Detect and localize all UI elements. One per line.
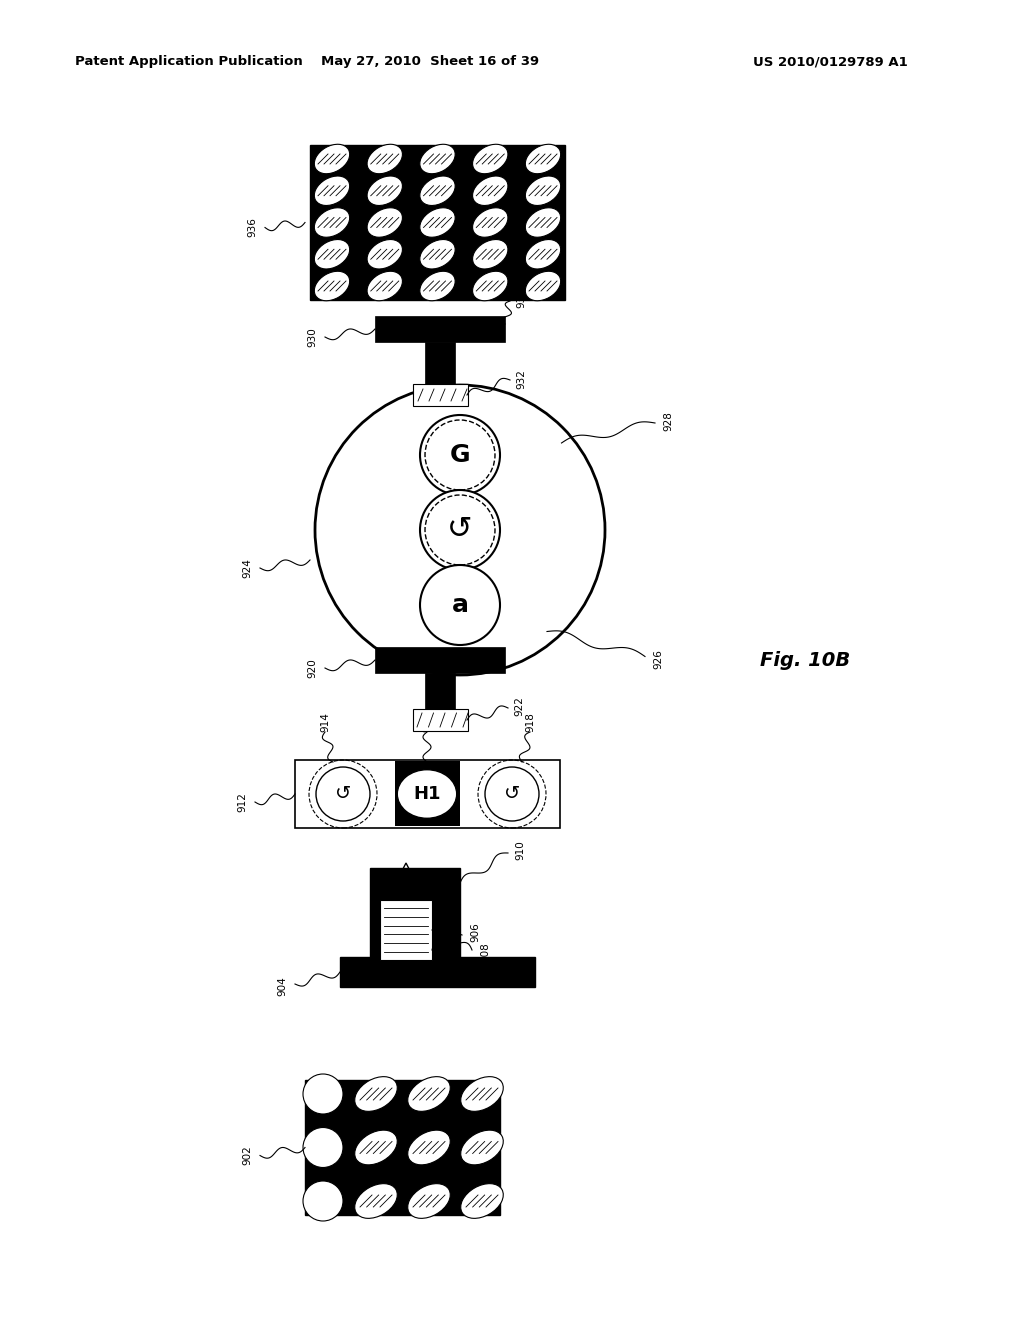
Text: 902: 902: [242, 1146, 252, 1166]
Ellipse shape: [314, 176, 349, 206]
Text: May 27, 2010  Sheet 16 of 39: May 27, 2010 Sheet 16 of 39: [321, 55, 539, 69]
Bar: [295, 760, 560, 828]
Ellipse shape: [525, 144, 561, 174]
Circle shape: [420, 414, 500, 495]
Bar: [413, 709, 468, 731]
Ellipse shape: [354, 1184, 397, 1218]
Text: 910: 910: [515, 840, 525, 859]
Ellipse shape: [314, 207, 349, 238]
Ellipse shape: [314, 239, 349, 269]
Bar: [375, 647, 505, 673]
Text: 934: 934: [516, 288, 526, 308]
Text: 932: 932: [516, 370, 526, 389]
Text: ↺: ↺: [335, 784, 351, 804]
Circle shape: [315, 385, 605, 675]
Text: a: a: [452, 593, 469, 616]
Text: 924: 924: [242, 558, 252, 578]
Circle shape: [303, 1181, 343, 1221]
Text: 930: 930: [307, 327, 317, 347]
Circle shape: [420, 490, 500, 570]
Circle shape: [420, 565, 500, 645]
Text: 912: 912: [237, 792, 247, 812]
Text: 916: 916: [422, 711, 432, 731]
Circle shape: [303, 1127, 343, 1167]
Text: 904: 904: [278, 975, 287, 995]
Text: 936: 936: [247, 218, 257, 238]
Ellipse shape: [420, 176, 456, 206]
Ellipse shape: [525, 239, 561, 269]
Bar: [395, 762, 460, 826]
Bar: [310, 145, 565, 300]
Bar: [425, 342, 455, 384]
Ellipse shape: [314, 272, 349, 301]
Text: H1: H1: [414, 785, 440, 803]
Ellipse shape: [367, 239, 402, 269]
Ellipse shape: [525, 207, 561, 238]
Text: 920: 920: [307, 659, 317, 678]
Text: Patent Application Publication: Patent Application Publication: [75, 55, 303, 69]
Ellipse shape: [367, 272, 402, 301]
Ellipse shape: [525, 272, 561, 301]
Ellipse shape: [420, 207, 456, 238]
Text: 922: 922: [514, 696, 524, 715]
Text: 926: 926: [653, 649, 663, 669]
Ellipse shape: [367, 144, 402, 174]
Bar: [413, 384, 468, 407]
Ellipse shape: [367, 176, 402, 206]
Ellipse shape: [420, 239, 456, 269]
Ellipse shape: [472, 272, 508, 301]
Ellipse shape: [354, 1130, 397, 1164]
Text: US 2010/0129789 A1: US 2010/0129789 A1: [753, 55, 907, 69]
Circle shape: [303, 1074, 343, 1114]
Text: ↺: ↺: [504, 784, 520, 804]
Ellipse shape: [408, 1184, 451, 1218]
Text: 906: 906: [470, 923, 480, 942]
Text: 918: 918: [525, 711, 535, 731]
Ellipse shape: [461, 1184, 503, 1218]
Ellipse shape: [367, 207, 402, 238]
Ellipse shape: [314, 144, 349, 174]
Text: G: G: [450, 444, 470, 467]
Text: 914: 914: [319, 711, 330, 731]
Bar: [340, 957, 535, 987]
Circle shape: [316, 767, 370, 821]
Ellipse shape: [472, 239, 508, 269]
Ellipse shape: [408, 1077, 451, 1111]
Ellipse shape: [397, 770, 457, 818]
Circle shape: [485, 767, 539, 821]
Ellipse shape: [525, 176, 561, 206]
Ellipse shape: [472, 144, 508, 174]
Ellipse shape: [461, 1130, 503, 1164]
Ellipse shape: [420, 272, 456, 301]
Bar: [380, 900, 432, 960]
Ellipse shape: [408, 1130, 451, 1164]
Text: 928: 928: [663, 411, 673, 430]
Bar: [370, 869, 460, 986]
Ellipse shape: [472, 176, 508, 206]
Ellipse shape: [461, 1077, 503, 1111]
Ellipse shape: [354, 1077, 397, 1111]
Bar: [375, 315, 505, 342]
Ellipse shape: [420, 144, 456, 174]
Ellipse shape: [472, 207, 508, 238]
Bar: [305, 1080, 500, 1214]
Text: Fig. 10B: Fig. 10B: [760, 651, 850, 669]
Text: 908: 908: [480, 942, 490, 962]
Bar: [425, 673, 455, 709]
Text: ↺: ↺: [447, 516, 473, 544]
